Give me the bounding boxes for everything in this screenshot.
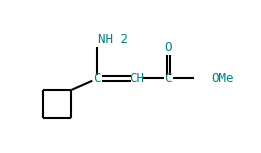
Text: C: C [93,72,101,85]
Text: C: C [164,72,172,85]
Text: NH 2: NH 2 [98,33,128,46]
Text: OMe: OMe [211,72,233,85]
Text: CH: CH [129,72,144,85]
Text: O: O [164,41,172,54]
